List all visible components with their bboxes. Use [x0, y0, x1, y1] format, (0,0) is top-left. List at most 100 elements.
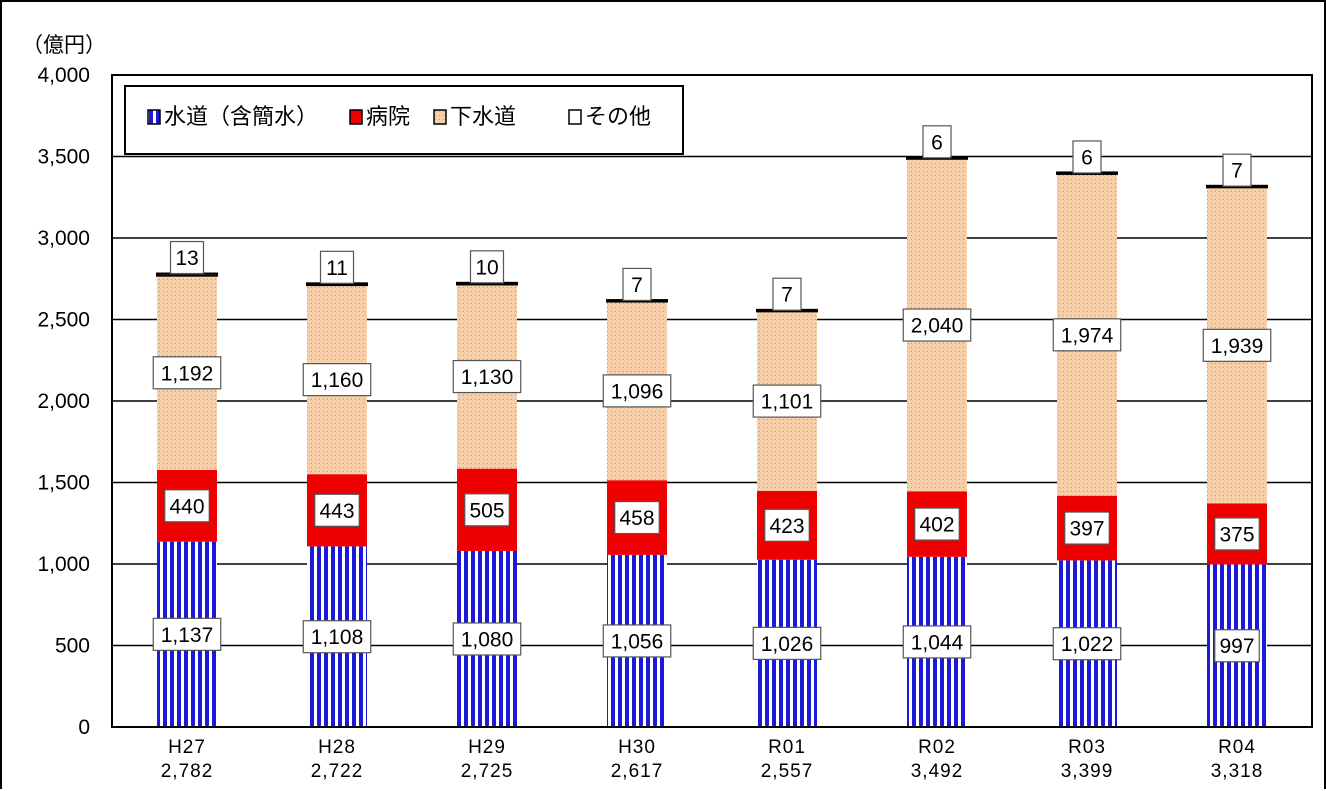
data-label: 6	[931, 131, 943, 154]
data-label: 375	[1219, 523, 1254, 546]
data-label-box	[1052, 627, 1122, 661]
y-tick-label: 2,000	[37, 390, 90, 413]
data-label: 1,044	[911, 631, 964, 654]
data-labels: 1,137 440 1,192 13 1,108 443 1,160 11 1,080 505 1,…	[152, 125, 1272, 663]
y-axis-unit-label: （億円）	[22, 34, 106, 57]
legend-box	[124, 85, 684, 155]
x-total-label: 2,725	[461, 761, 514, 782]
data-label-box	[602, 624, 672, 658]
data-label-box	[452, 359, 522, 394]
y-tick-label: 500	[55, 635, 90, 658]
data-label-box	[302, 363, 372, 397]
data-label: 402	[919, 514, 954, 537]
data-label: 1,101	[761, 391, 814, 414]
data-label-box	[314, 493, 360, 527]
data-label: 458	[619, 507, 654, 530]
data-label: 2,040	[911, 315, 964, 338]
data-label-box	[752, 626, 822, 660]
x-tick-label: H27	[168, 737, 206, 758]
data-label-box	[1072, 140, 1102, 174]
x-tick-label: H30	[618, 737, 656, 758]
data-label: 505	[469, 499, 504, 522]
data-label: 1,130	[461, 366, 514, 389]
data-label-box	[1202, 328, 1272, 362]
data-label-box	[914, 507, 960, 541]
x-tick-label: R02	[918, 737, 956, 758]
data-label-box	[772, 277, 802, 311]
data-label: 13	[175, 247, 198, 270]
data-label-box	[1214, 517, 1260, 551]
data-label-box	[1222, 153, 1252, 187]
x-total-label: 3,492	[911, 761, 964, 782]
data-label-box	[469, 250, 505, 284]
x-total-label: 2,617	[611, 761, 664, 782]
data-label: 6	[1081, 146, 1093, 169]
x-tick-label: R01	[768, 737, 806, 758]
y-tick-label: 0	[78, 716, 90, 739]
legend-label: 下水道	[450, 104, 516, 129]
data-label-box	[1052, 318, 1122, 352]
data-label-box	[164, 489, 210, 523]
data-label: 997	[1219, 635, 1254, 658]
y-tick-label: 4,000	[37, 64, 90, 87]
data-label: 1,939	[1211, 335, 1264, 358]
x-total-label: 3,318	[1211, 761, 1264, 782]
data-label-box	[902, 308, 972, 342]
x-total-label: 2,722	[311, 761, 364, 782]
data-label-box	[452, 622, 522, 656]
data-label-box	[622, 267, 652, 302]
x-tick-label: R03	[1068, 737, 1106, 758]
axes: 0 500 1,000 1,500 2,000 2,500 3,000 3,500 4,000 H…	[37, 64, 1313, 782]
data-label: 440	[169, 495, 204, 518]
data-label-box	[302, 620, 372, 654]
data-label: 443	[319, 500, 354, 523]
data-label: 7	[631, 274, 643, 297]
data-label-box	[319, 250, 355, 284]
data-label: 1,160	[311, 369, 364, 392]
data-label: 11	[326, 257, 348, 280]
legend-label: その他	[585, 104, 651, 129]
data-label: 1,192	[161, 362, 214, 385]
data-label-box	[752, 384, 822, 418]
x-total-label: 2,782	[161, 761, 214, 782]
x-tick-label: R04	[1218, 737, 1256, 758]
data-label: 1,108	[311, 626, 364, 649]
data-label-box	[764, 508, 810, 542]
data-label-box	[1214, 629, 1260, 663]
legend-swatch	[568, 109, 582, 125]
y-tick-label: 3,000	[37, 227, 90, 250]
y-tick-label: 3,500	[37, 146, 90, 169]
data-label: 1,026	[761, 633, 814, 656]
legend: 水道（含簡水） 病院 下水道 その他	[124, 85, 684, 155]
data-label-box	[614, 500, 660, 535]
gridlines	[112, 155, 1312, 647]
data-label-box	[152, 356, 222, 390]
legend-swatch	[433, 109, 447, 125]
x-tick-label: H29	[468, 737, 506, 758]
data-label: 1,137	[161, 624, 214, 647]
data-label-box	[169, 240, 205, 275]
data-label-box	[922, 125, 952, 159]
data-label-box	[464, 493, 510, 527]
data-label: 7	[781, 284, 793, 307]
data-label-box	[902, 625, 972, 659]
legend-swatch	[349, 109, 363, 125]
data-label: 1,080	[461, 628, 514, 651]
data-label: 423	[769, 515, 804, 538]
legend-swatch	[147, 109, 161, 125]
x-tick-label: H28	[318, 737, 356, 758]
y-tick-label: 1,000	[37, 553, 90, 576]
data-label: 1,096	[611, 380, 664, 403]
data-label-box	[602, 374, 672, 408]
data-label-box	[1064, 511, 1110, 545]
data-label: 7	[1231, 160, 1243, 183]
data-label: 10	[475, 256, 498, 279]
data-label: 1,056	[611, 630, 664, 653]
x-total-label: 3,399	[1061, 761, 1114, 782]
legend-label: 水道（含簡水）	[164, 104, 318, 129]
x-total-label: 2,557	[761, 761, 814, 782]
data-label: 397	[1069, 518, 1104, 541]
y-tick-label: 2,500	[37, 309, 90, 332]
